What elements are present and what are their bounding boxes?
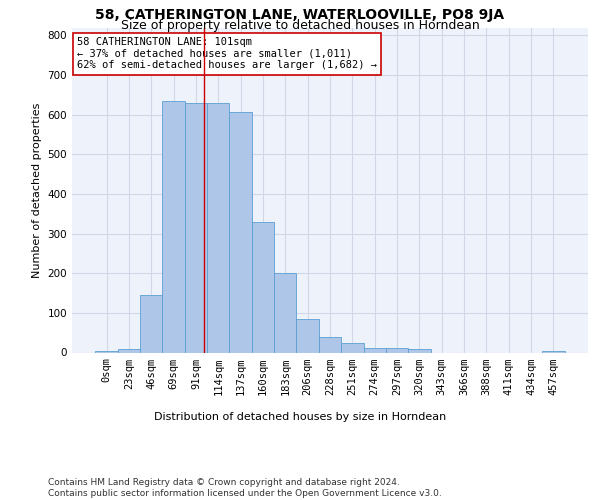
Bar [319,336,341,352]
Bar [229,112,252,352]
Bar [140,295,163,352]
Text: 58 CATHERINGTON LANE: 101sqm
← 37% of detached houses are smaller (1,011)
62% of: 58 CATHERINGTON LANE: 101sqm ← 37% of de… [77,38,377,70]
Bar [386,348,408,352]
Text: 58, CATHERINGTON LANE, WATERLOOVILLE, PO8 9JA: 58, CATHERINGTON LANE, WATERLOOVILLE, PO… [95,8,505,22]
Bar [252,222,274,352]
Bar [95,350,118,352]
Y-axis label: Number of detached properties: Number of detached properties [32,102,42,278]
Text: Contains HM Land Registry data © Crown copyright and database right 2024.
Contai: Contains HM Land Registry data © Crown c… [48,478,442,498]
Bar [185,103,207,352]
Bar [207,103,229,352]
Bar [118,350,140,352]
Text: Size of property relative to detached houses in Horndean: Size of property relative to detached ho… [121,19,479,32]
Bar [163,101,185,352]
Text: Distribution of detached houses by size in Horndean: Distribution of detached houses by size … [154,412,446,422]
Bar [341,342,364,352]
Bar [274,273,296,352]
Bar [296,319,319,352]
Bar [408,350,431,352]
Bar [364,348,386,352]
Bar [542,350,565,352]
